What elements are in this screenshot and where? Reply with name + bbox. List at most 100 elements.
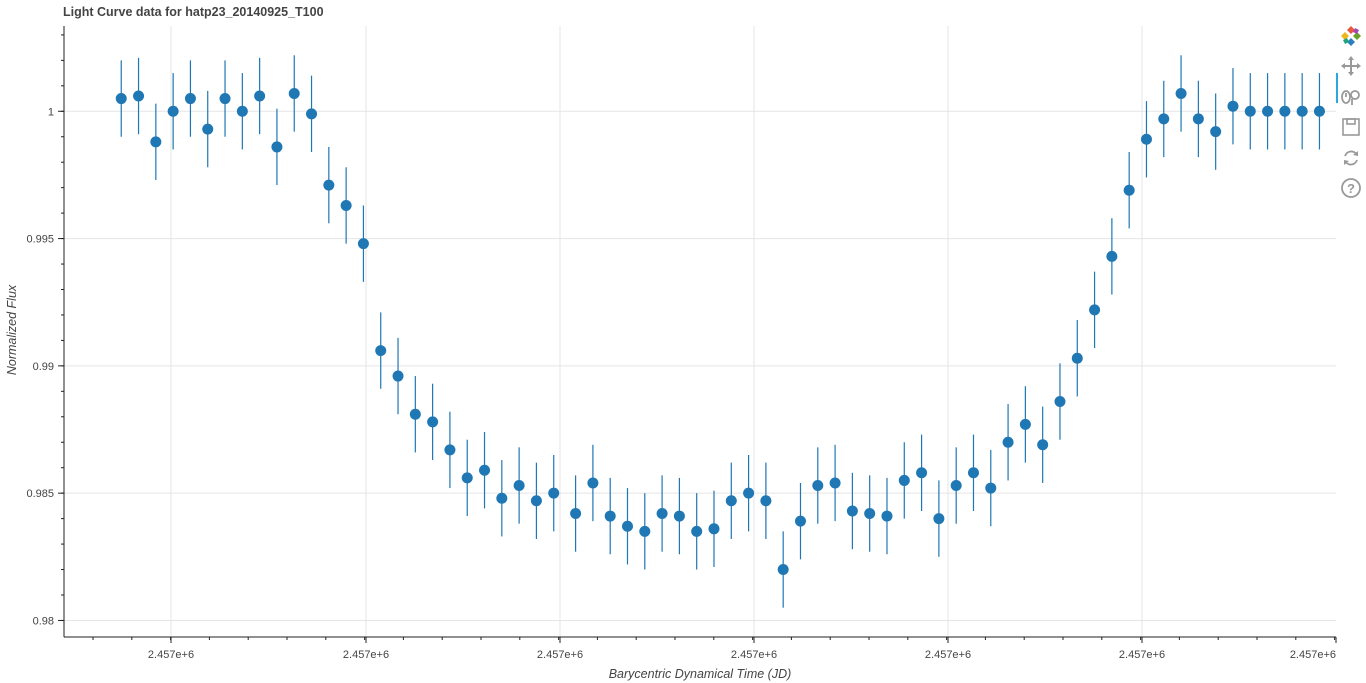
data-point xyxy=(691,525,703,537)
data-point xyxy=(829,477,841,489)
data-point xyxy=(898,474,910,486)
data-point xyxy=(530,495,542,507)
data-point xyxy=(812,480,824,492)
data-point xyxy=(639,525,651,537)
data-point xyxy=(409,408,421,420)
axes xyxy=(63,26,1336,638)
data-point xyxy=(513,480,525,492)
y-tick-label: 0.995 xyxy=(26,234,54,246)
data-point xyxy=(323,179,335,191)
y-tick-label: 0.985 xyxy=(26,488,54,500)
y-axis-label: Normalized Flux xyxy=(5,284,19,375)
data-point xyxy=(340,199,352,211)
data-point xyxy=(985,482,997,494)
data-point xyxy=(1106,250,1118,262)
data-point xyxy=(794,515,806,527)
data-point xyxy=(1192,113,1204,125)
bokeh-logo-icon[interactable] xyxy=(1339,24,1363,48)
data-point xyxy=(950,480,962,492)
data-point xyxy=(236,105,248,117)
data-point xyxy=(1244,105,1256,117)
data-point xyxy=(306,108,318,120)
y-axis-ticks: 0.98 0.985 0.99 0.995 1 xyxy=(26,34,64,627)
data-point xyxy=(725,495,737,507)
data-point xyxy=(133,90,145,102)
data-points xyxy=(115,87,1325,576)
data-point xyxy=(604,510,616,522)
data-point xyxy=(548,487,560,499)
data-point xyxy=(357,238,369,250)
data-point xyxy=(496,492,508,504)
data-point xyxy=(1123,184,1135,196)
data-point xyxy=(461,472,473,484)
svg-text:?: ? xyxy=(1347,181,1355,196)
data-point xyxy=(375,345,387,357)
data-point xyxy=(1175,87,1187,99)
grid-lines xyxy=(64,26,1336,637)
y-tick-label: 0.98 xyxy=(33,615,54,627)
data-point xyxy=(864,508,876,520)
data-point xyxy=(760,495,772,507)
data-point xyxy=(621,520,633,532)
data-point xyxy=(444,444,456,456)
data-point xyxy=(656,508,668,520)
x-axis-label: Barycentric Dynamical Time (JD) xyxy=(609,667,792,681)
y-tick-label: 1 xyxy=(48,106,54,118)
data-point xyxy=(743,487,755,499)
data-point xyxy=(115,93,127,105)
data-point xyxy=(1037,439,1049,451)
x-tick-label: 2.457e+6 xyxy=(148,649,194,661)
data-point xyxy=(1019,418,1031,430)
data-point xyxy=(1227,100,1239,112)
data-point xyxy=(967,467,979,479)
data-point xyxy=(479,464,491,476)
x-tick-label: 2.457e+6 xyxy=(537,649,583,661)
active-tool-indicator xyxy=(1336,73,1338,103)
data-point xyxy=(202,123,214,135)
data-point xyxy=(271,141,283,153)
pan-tool-icon[interactable] xyxy=(1339,54,1363,78)
data-point xyxy=(587,477,599,489)
data-point xyxy=(1279,105,1291,117)
error-bars xyxy=(120,55,1321,608)
chart-title: Light Curve data for hatp23_20140925_T10… xyxy=(63,5,324,19)
x-tick-label: 2.457e+6 xyxy=(1290,649,1336,661)
data-point xyxy=(673,510,685,522)
data-point xyxy=(1002,436,1014,448)
data-point xyxy=(1089,304,1101,316)
data-point xyxy=(881,510,893,522)
data-point xyxy=(777,564,789,576)
data-point xyxy=(392,370,404,382)
data-point xyxy=(1296,105,1308,117)
save-tool-icon[interactable] xyxy=(1339,115,1363,139)
data-point xyxy=(916,467,928,479)
data-point xyxy=(167,105,179,117)
data-point xyxy=(846,505,858,517)
data-point xyxy=(150,136,162,148)
data-point xyxy=(1054,396,1066,408)
data-point xyxy=(254,90,266,102)
data-point xyxy=(1210,126,1222,138)
data-point xyxy=(1071,352,1083,364)
help-tool-icon[interactable]: ? xyxy=(1339,176,1363,200)
data-point xyxy=(219,93,231,105)
data-point xyxy=(1262,105,1274,117)
data-point xyxy=(1313,105,1325,117)
data-point xyxy=(933,513,945,525)
y-tick-label: 0.99 xyxy=(33,361,54,373)
data-point xyxy=(1140,133,1152,145)
x-axis-ticks: 2.457e+6 2.457e+6 2.457e+6 2.457e+6 2.457e+6… xyxy=(92,637,1337,661)
wheel-zoom-tool-icon[interactable] xyxy=(1339,85,1363,109)
chart-toolbar: ? xyxy=(1336,22,1366,202)
x-tick-label: 2.457e+6 xyxy=(925,649,971,661)
data-point xyxy=(708,523,720,535)
data-point xyxy=(1158,113,1170,125)
reset-tool-icon[interactable] xyxy=(1339,146,1363,170)
x-tick-label: 2.457e+6 xyxy=(731,649,777,661)
data-point xyxy=(184,93,196,105)
data-point xyxy=(570,508,582,520)
x-tick-label: 2.457e+6 xyxy=(343,649,389,661)
data-point xyxy=(288,87,300,99)
data-point xyxy=(427,416,439,428)
